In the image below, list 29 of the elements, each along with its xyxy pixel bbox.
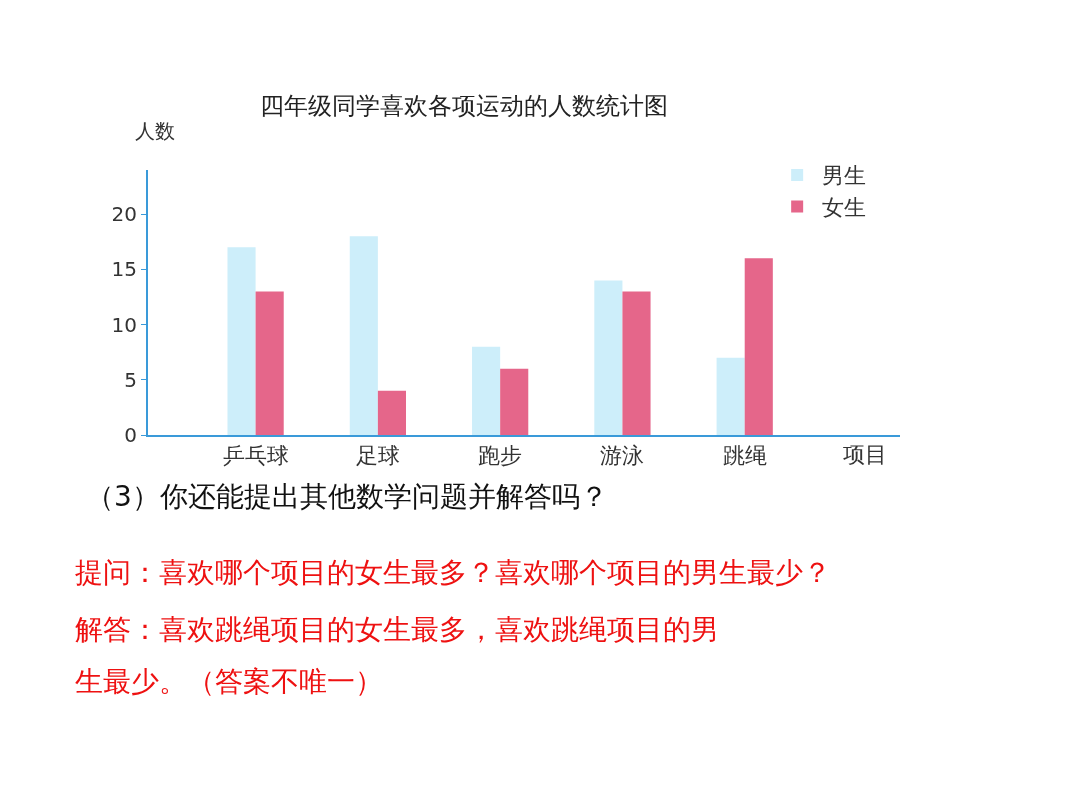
- bar: [472, 346, 501, 435]
- y-tick-label: 10: [111, 312, 137, 337]
- bar: [716, 357, 745, 435]
- y-axis-title: 人数: [135, 119, 175, 143]
- x-tick-label: 足球: [355, 443, 400, 469]
- x-tick-label: 跳绳: [722, 443, 767, 469]
- x-tick-label: 跑步: [478, 443, 523, 469]
- bar: [377, 390, 406, 435]
- y-tick-label: 5: [124, 367, 137, 392]
- bar: [622, 291, 651, 435]
- text: （3）你还能提出其他数学问题并解答吗？: [86, 480, 608, 513]
- bar: [594, 280, 623, 435]
- bar: [227, 247, 256, 435]
- bar: [744, 258, 773, 435]
- legend-label: 女生: [822, 195, 867, 221]
- bar: [500, 368, 529, 435]
- legend-label: 男生: [822, 163, 867, 189]
- x-tick-label: 乒乓球: [222, 443, 289, 469]
- bar: [349, 236, 378, 435]
- text: 提问：喜欢哪个项目的女生最多？喜欢哪个项目的男生最少？: [75, 556, 831, 589]
- x-axis-title: 项目: [843, 442, 887, 467]
- y-tick-label: 20: [111, 202, 137, 227]
- y-tick-label: 0: [124, 423, 137, 447]
- bar: [255, 291, 284, 435]
- text: 生最少。（答案不唯一）: [75, 665, 383, 698]
- text: 解答：喜欢跳绳项目的女生最多，喜欢跳绳项目的男: [75, 613, 719, 646]
- chart-title: 四年级同学喜欢各项运动的人数统计图: [260, 91, 669, 120]
- y-tick-label: 15: [111, 257, 137, 282]
- x-tick-label: 游泳: [600, 443, 645, 469]
